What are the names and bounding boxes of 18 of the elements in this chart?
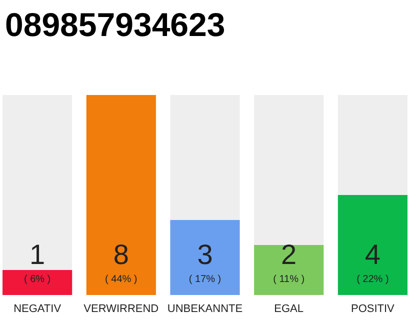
annotation: ( 11% ) [273, 274, 305, 285]
data-label: 8 [113, 239, 129, 270]
annotation: ( 22% ) [356, 274, 389, 285]
bar [86, 95, 156, 295]
data-label: 1 [30, 239, 46, 270]
x-tick-label: EGAL [274, 303, 304, 315]
x-tick-label: UNBEKANNTE [167, 303, 243, 315]
annotation: ( 17% ) [188, 274, 222, 285]
data-label: 4 [364, 239, 380, 270]
bar [2, 270, 72, 295]
annotation: ( 44% ) [105, 274, 138, 285]
data-label: 3 [197, 239, 213, 270]
x-tick-label: POSITIV [350, 303, 396, 315]
data-label: 2 [281, 239, 297, 270]
annotation: ( 6% ) [24, 274, 51, 285]
chart-title: 089857934623 [5, 6, 226, 43]
x-tick-label: VERWIRREND [84, 303, 159, 315]
x-tick-label: NEGATIV [14, 303, 62, 315]
